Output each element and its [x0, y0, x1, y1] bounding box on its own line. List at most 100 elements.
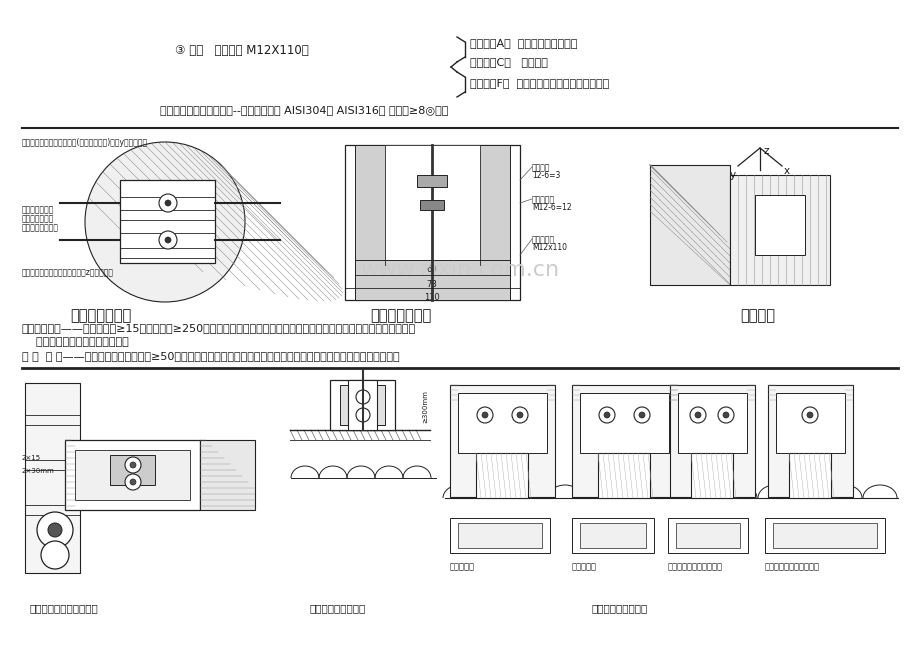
- Ellipse shape: [801, 407, 817, 423]
- Ellipse shape: [356, 390, 369, 404]
- Text: y: y: [729, 170, 735, 180]
- Bar: [729, 175, 829, 285]
- Text: 转接件在外: 转接件在外: [449, 562, 474, 571]
- Bar: [675, 523, 739, 548]
- Text: 螺栓长度的确定: 螺栓长度的确定: [369, 308, 431, 323]
- Bar: [340, 385, 384, 425]
- Bar: [449, 518, 550, 553]
- Text: 框与主体的底部连接: 框与主体的底部连接: [591, 603, 647, 613]
- Text: 12-6=3: 12-6=3: [531, 171, 560, 180]
- Ellipse shape: [482, 412, 487, 418]
- Bar: [199, 440, 255, 510]
- Text: 马氏体（C）   可淣硬。: 马氏体（C） 可淣硬。: [470, 57, 548, 67]
- Text: ③ 螺栓   （不锈钢 M12X110）: ③ 螺栓 （不锈钢 M12X110）: [175, 44, 309, 57]
- Text: 竖框调整定位后，将条焚死(或使用螺合板)限制y方向位移。: 竖框调整定位后，将条焚死(或使用螺合板)限制y方向位移。: [22, 138, 148, 147]
- Bar: [345, 145, 519, 300]
- Text: 顶 底  连 接——要保证框端面与结构间≥50的间隙，为避免螺栓（钉）漏出封修范围，可采用前后打钉的方式（如图）。: 顶 底 连 接——要保证框端面与结构间≥50的间隙，为避免螺栓（钉）漏出封修范围…: [22, 351, 399, 361]
- Ellipse shape: [639, 412, 644, 418]
- Bar: [65, 440, 199, 510]
- Bar: [650, 165, 729, 285]
- Text: 转接件在内（后帮连接）: 转接件在内（后帮连接）: [667, 562, 722, 571]
- Text: 承受构件重力的: 承受构件重力的: [22, 205, 54, 214]
- Bar: [579, 393, 668, 453]
- Ellipse shape: [165, 237, 171, 243]
- Bar: [597, 453, 650, 498]
- Text: 不锈钢螺栓: 不锈钢螺栓: [531, 235, 554, 244]
- Text: 所以开槽较长些。: 所以开槽较长些。: [22, 223, 59, 232]
- Bar: [579, 523, 645, 548]
- Ellipse shape: [41, 541, 69, 569]
- Ellipse shape: [125, 457, 141, 473]
- Text: ≥300mm: ≥300mm: [422, 390, 427, 423]
- Text: z: z: [762, 146, 767, 156]
- Bar: [667, 518, 747, 553]
- Bar: [384, 145, 480, 260]
- Bar: [475, 453, 528, 498]
- Ellipse shape: [125, 474, 141, 490]
- Bar: [772, 523, 876, 548]
- Bar: [416, 175, 447, 187]
- Text: 60: 60: [426, 265, 437, 274]
- Text: 框之间的转接——竖框伸缩缝≥15，插芯长度≥250可采用铝合金插芯，插芯与框之间紧密配合，可利用螺钉（一般借用连接: 框之间的转接——竖框伸缩缝≥15，插芯长度≥250可采用铝合金插芯，插芯与框之间…: [22, 323, 415, 333]
- Bar: [347, 380, 377, 430]
- Bar: [572, 385, 676, 497]
- Text: 78: 78: [426, 280, 437, 289]
- Ellipse shape: [604, 412, 609, 418]
- Ellipse shape: [37, 512, 73, 548]
- Ellipse shape: [694, 412, 700, 418]
- Ellipse shape: [48, 523, 62, 537]
- Bar: [449, 385, 554, 497]
- Text: 竖立方向的力，: 竖立方向的力，: [22, 214, 54, 223]
- Bar: [775, 393, 844, 453]
- Text: 110: 110: [424, 293, 439, 302]
- Bar: [754, 195, 804, 255]
- Text: 2×15: 2×15: [22, 455, 41, 461]
- Text: 弹簧垫片: 弹簧垫片: [531, 163, 550, 172]
- Text: （幕墙用其他不锈钢材料--奥氏体不锈钢 AISI304， AISI316， 含镁量≥8◎。）: （幕墙用其他不锈钢材料--奥氏体不锈钢 AISI304， AISI316， 含镁…: [160, 105, 448, 115]
- Bar: [480, 145, 509, 300]
- Bar: [25, 383, 80, 573]
- Text: 转接件的螺栓）限位（如图）。: 转接件的螺栓）限位（如图）。: [22, 337, 129, 347]
- Bar: [669, 385, 754, 497]
- Bar: [677, 393, 746, 453]
- Bar: [119, 180, 215, 263]
- Bar: [75, 450, 190, 500]
- Text: 不锈钢螺母: 不锈钢螺母: [531, 195, 554, 204]
- Text: 2×30mm: 2×30mm: [22, 468, 55, 474]
- Ellipse shape: [130, 462, 136, 468]
- Text: www.zixin.com.cn: www.zixin.com.cn: [360, 260, 559, 280]
- Bar: [572, 518, 653, 553]
- Bar: [789, 453, 830, 498]
- Bar: [110, 455, 154, 485]
- Ellipse shape: [806, 412, 812, 418]
- Ellipse shape: [598, 407, 614, 423]
- Text: M12x110: M12x110: [531, 243, 566, 252]
- Ellipse shape: [159, 231, 176, 249]
- Bar: [765, 518, 884, 553]
- Bar: [458, 393, 547, 453]
- Ellipse shape: [85, 142, 244, 302]
- Text: M12-6=12: M12-6=12: [531, 203, 571, 212]
- Bar: [420, 200, 444, 210]
- Bar: [458, 523, 541, 548]
- Bar: [355, 260, 509, 300]
- Text: 转接件在内（前帮连接）: 转接件在内（前帮连接）: [765, 562, 819, 571]
- Ellipse shape: [717, 407, 733, 423]
- Text: 框与主体的顶部连接: 框与主体的顶部连接: [310, 603, 366, 613]
- Text: 框与框的铝合金插芯连接: 框与框的铝合金插芯连接: [30, 603, 98, 613]
- Bar: [767, 385, 852, 497]
- Text: 转接件在内: 转接件在内: [572, 562, 596, 571]
- Bar: [690, 453, 732, 498]
- Ellipse shape: [356, 408, 369, 422]
- Ellipse shape: [476, 407, 493, 423]
- Ellipse shape: [633, 407, 650, 423]
- Text: 竖框调整定位后，将条焚死限制z方向位移。: 竖框调整定位后，将条焚死限制z方向位移。: [22, 268, 114, 277]
- Ellipse shape: [722, 412, 728, 418]
- Ellipse shape: [516, 412, 522, 418]
- Ellipse shape: [512, 407, 528, 423]
- Text: x: x: [783, 166, 789, 176]
- Bar: [355, 145, 384, 300]
- Text: 铁素体（F）  不可淣硬，耗腐蚀。（不锈铁）: 铁素体（F） 不可淣硬，耗腐蚀。（不锈铁）: [470, 78, 608, 88]
- Ellipse shape: [689, 407, 705, 423]
- Text: 转接件连接形式: 转接件连接形式: [70, 308, 131, 323]
